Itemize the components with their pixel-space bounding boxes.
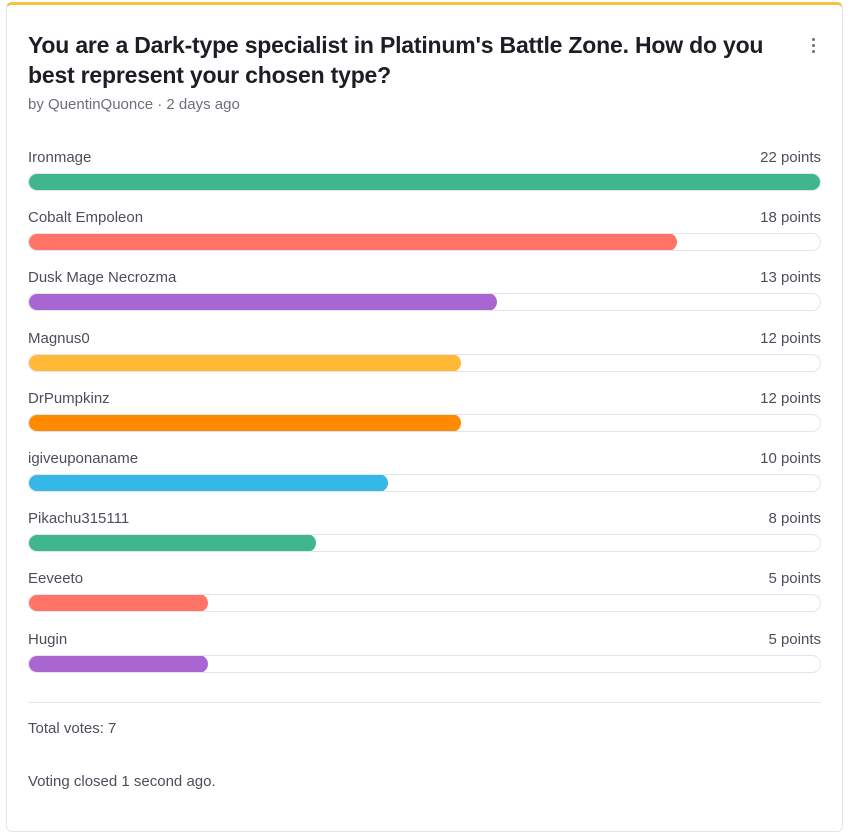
- poll-option-points: 12 points: [760, 390, 821, 407]
- poll-option-bar-track: [28, 474, 821, 492]
- poll-option[interactable]: Eeveeto 5 points: [28, 570, 821, 612]
- poll-title: You are a Dark-type specialist in Platin…: [28, 32, 764, 88]
- poll-option-name: igiveuponaname: [28, 450, 139, 467]
- poll-option-bar-track: [28, 414, 821, 432]
- poll-option-points: 5 points: [768, 631, 821, 648]
- poll-byline: by QuentinQuonce · 2 days ago: [28, 96, 240, 113]
- poll-option-name: Eeveeto: [28, 570, 84, 587]
- poll-option-bar-fill: [29, 355, 461, 371]
- poll-option-points: 10 points: [760, 450, 821, 467]
- poll-option[interactable]: Dusk Mage Necrozma 13 points: [28, 269, 821, 311]
- voting-status: Voting closed 1 second ago.: [28, 773, 216, 790]
- menu-dot: [811, 43, 815, 47]
- poll-option-name: Ironmage: [28, 149, 92, 166]
- poll-option-bar-track: [28, 655, 821, 673]
- poll-option[interactable]: igiveuponaname 10 points: [28, 450, 821, 492]
- more-vertical-icon[interactable]: [803, 33, 823, 57]
- poll-option-bar-track: [28, 354, 821, 372]
- poll-option-name: Magnus0: [28, 330, 90, 347]
- poll-card: You are a Dark-type specialist in Platin…: [6, 2, 843, 832]
- poll-option-name: DrPumpkinz: [28, 390, 110, 407]
- poll-option-name: Pikachu315111: [28, 510, 130, 527]
- menu-dot: [811, 37, 815, 41]
- poll-option-bar-track: [28, 293, 821, 311]
- poll-option[interactable]: Pikachu315111 8 points: [28, 510, 821, 552]
- poll-option-bar-track: [28, 233, 821, 251]
- poll-option[interactable]: Ironmage 22 points: [28, 149, 821, 191]
- poll-option[interactable]: Hugin 5 points: [28, 631, 821, 673]
- poll-option-bar-fill: [29, 294, 497, 310]
- poll-option-bar-fill: [29, 174, 820, 190]
- poll-option-bar-track: [28, 534, 821, 552]
- poll-option[interactable]: Cobalt Empoleon 18 points: [28, 209, 821, 251]
- poll-option-bar-fill: [29, 535, 316, 551]
- poll-option-points: 12 points: [760, 330, 821, 347]
- poll-option-name: Dusk Mage Necrozma: [28, 269, 177, 286]
- menu-dot: [811, 49, 815, 53]
- poll-option-bar-fill: [29, 415, 461, 431]
- poll-option[interactable]: Magnus0 12 points: [28, 330, 821, 372]
- total-votes: Total votes: 7: [28, 720, 117, 737]
- poll-option-points: 5 points: [768, 570, 821, 587]
- poll-option-points: 13 points: [760, 269, 821, 286]
- poll-option-bar-fill: [29, 234, 677, 250]
- divider: [28, 702, 821, 703]
- poll-option-points: 8 points: [768, 510, 821, 527]
- poll-option-bar-track: [28, 173, 821, 191]
- poll-option-bar-fill: [29, 475, 388, 491]
- poll-option-name: Hugin: [28, 631, 68, 648]
- poll-option-bar-fill: [29, 656, 208, 672]
- poll-option-name: Cobalt Empoleon: [28, 209, 144, 226]
- poll-option[interactable]: DrPumpkinz 12 points: [28, 390, 821, 432]
- poll-option-points: 18 points: [760, 209, 821, 226]
- poll-option-bar-track: [28, 594, 821, 612]
- poll-option-bar-fill: [29, 595, 208, 611]
- poll-option-points: 22 points: [760, 149, 821, 166]
